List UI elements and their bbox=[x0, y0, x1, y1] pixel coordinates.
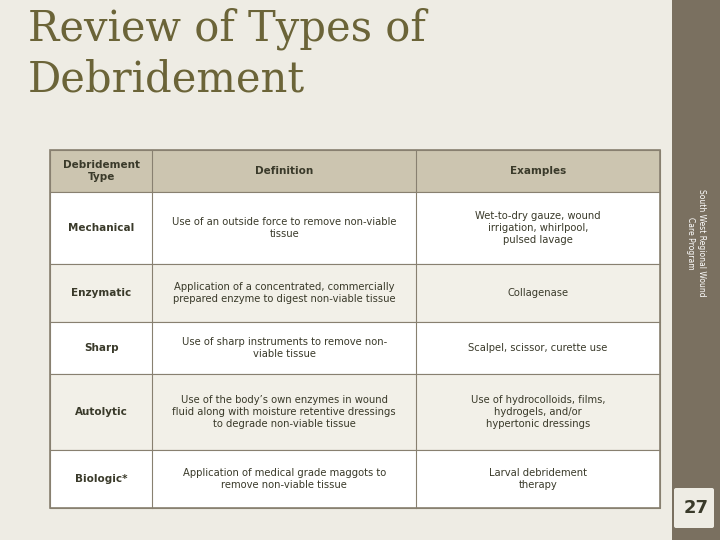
Text: Review of Types of: Review of Types of bbox=[28, 8, 426, 51]
Text: Use of sharp instruments to remove non-
viable tissue: Use of sharp instruments to remove non- … bbox=[181, 337, 387, 359]
Text: Debridement
Type: Debridement Type bbox=[63, 160, 140, 182]
Bar bbox=[50, 264, 660, 322]
Text: Use of hydrocolloids, films,
hydrogels, and/or
hypertonic dressings: Use of hydrocolloids, films, hydrogels, … bbox=[471, 395, 606, 429]
Text: Larval debridement
therapy: Larval debridement therapy bbox=[489, 468, 587, 490]
Bar bbox=[50, 374, 660, 450]
Text: Enzymatic: Enzymatic bbox=[71, 288, 131, 298]
Text: Debridement: Debridement bbox=[28, 58, 305, 100]
Text: Mechanical: Mechanical bbox=[68, 223, 135, 233]
Text: Sharp: Sharp bbox=[84, 343, 119, 353]
Bar bbox=[50, 450, 660, 508]
FancyBboxPatch shape bbox=[674, 488, 714, 528]
Text: Collagenase: Collagenase bbox=[508, 288, 569, 298]
Text: Biologic*: Biologic* bbox=[75, 474, 127, 484]
Text: Scalpel, scissor, curette use: Scalpel, scissor, curette use bbox=[468, 343, 608, 353]
Text: Use of the body’s own enzymes in wound
fluid along with moisture retentive dress: Use of the body’s own enzymes in wound f… bbox=[172, 395, 396, 429]
Text: South West Regional Wound
Care Program: South West Regional Wound Care Program bbox=[686, 189, 706, 297]
Bar bbox=[50, 192, 660, 264]
Text: Application of medical grade maggots to
remove non-viable tissue: Application of medical grade maggots to … bbox=[183, 468, 386, 490]
Bar bbox=[50, 322, 660, 374]
Text: Wet-to-dry gauze, wound
irrigation, whirlpool,
pulsed lavage: Wet-to-dry gauze, wound irrigation, whir… bbox=[475, 211, 600, 245]
Text: Examples: Examples bbox=[510, 166, 566, 176]
Text: 27: 27 bbox=[683, 499, 708, 517]
Bar bbox=[50, 150, 660, 192]
Bar bbox=[672, 0, 720, 540]
Text: Definition: Definition bbox=[255, 166, 313, 176]
Bar bbox=[50, 150, 660, 508]
Text: Autolytic: Autolytic bbox=[75, 407, 127, 417]
Text: Use of an outside force to remove non-viable
tissue: Use of an outside force to remove non-vi… bbox=[172, 217, 397, 239]
Text: Application of a concentrated, commercially
prepared enzyme to digest non-viable: Application of a concentrated, commercia… bbox=[173, 282, 395, 304]
